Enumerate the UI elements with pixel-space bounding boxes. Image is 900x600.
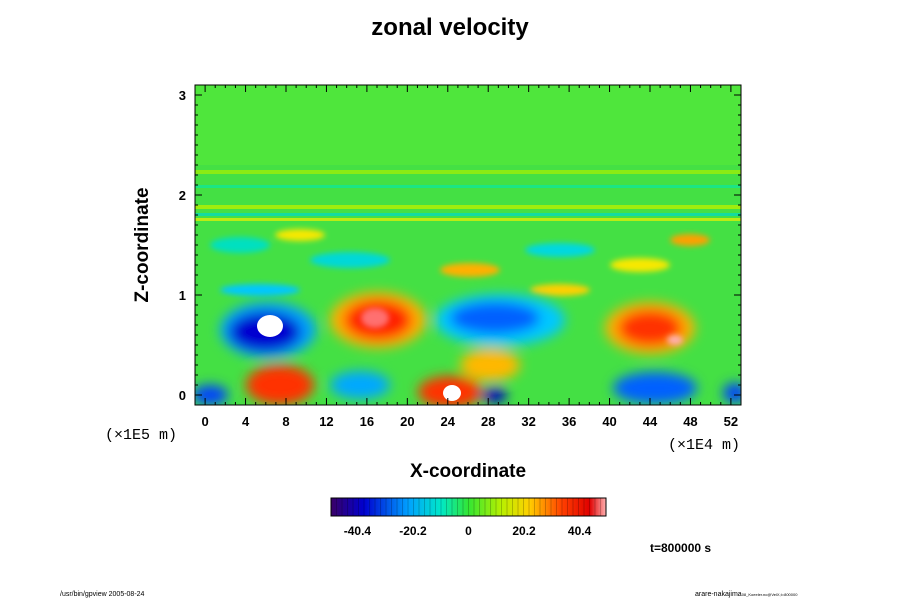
time-label: t=800000 s [650, 541, 711, 555]
x-scale-note: (×1E4 m) [668, 437, 740, 454]
x-tick-label: 20 [400, 414, 414, 429]
y-tick-label: 2 [179, 188, 186, 203]
y-axis: 0 1 2 3 [179, 84, 741, 403]
y-tick-label: 3 [179, 88, 186, 103]
y-tick-label: 1 [179, 288, 186, 303]
heatmap-field [195, 85, 741, 405]
mid-layer-features [210, 229, 710, 296]
band-line [195, 170, 741, 174]
footer-right-small: 08_Koeeler.nc@VelX,t=800000 [742, 592, 799, 597]
footer-right-main: arare-nakajima [695, 591, 742, 598]
colorbar-labels: -40.4 -20.2 0 20.2 40.4 [344, 524, 592, 538]
x-tick-label: 24 [441, 414, 456, 429]
colorbar-tick-label: 0 [465, 524, 472, 538]
x-tick-label: 16 [360, 414, 374, 429]
x-tick-label: 44 [643, 414, 658, 429]
colorbar-tick-label: 20.2 [512, 524, 536, 538]
vortex-core [667, 335, 683, 345]
band-line [195, 213, 741, 216]
upper-layer [195, 85, 741, 165]
band-line [195, 185, 741, 188]
x-tick-label: 52 [724, 414, 738, 429]
y-axis-title: Z-coordinate [132, 187, 153, 302]
x-tick-label: 32 [521, 414, 535, 429]
vortex-core [443, 385, 461, 401]
footer-right: arare-nakajima08_Koeeler.nc@VelX,t=80000… [695, 591, 798, 598]
x-tick-label: 8 [282, 414, 289, 429]
colorbar-divisions [336, 498, 601, 516]
x-tick-label: 36 [562, 414, 576, 429]
x-tick-label: 48 [683, 414, 697, 429]
x-tick-label: 0 [201, 414, 208, 429]
x-tick-label: 28 [481, 414, 495, 429]
y-scale-note: (×1E5 m) [105, 427, 177, 444]
footer-left: /usr/bin/gpview 2005-08-24 [60, 591, 145, 598]
x-tick-label: 12 [319, 414, 333, 429]
colorbar-tick-label: -40.4 [344, 524, 372, 538]
x-tick-label: 4 [242, 414, 250, 429]
vortex-core [257, 315, 283, 337]
y-tick-label: 0 [179, 388, 186, 403]
x-tick-label: 40 [602, 414, 616, 429]
x-axis-title: X-coordinate [410, 461, 526, 482]
band-line [195, 205, 741, 209]
vortex-core [361, 308, 389, 328]
x-axis: 0 4 8 12 16 20 24 28 32 36 40 44 48 52 [201, 85, 738, 429]
chart-title: zonal velocity [371, 14, 529, 41]
colorbar-tick-label: -20.2 [399, 524, 427, 538]
colorbar-tick-label: 40.4 [568, 524, 592, 538]
band-line [195, 218, 741, 221]
